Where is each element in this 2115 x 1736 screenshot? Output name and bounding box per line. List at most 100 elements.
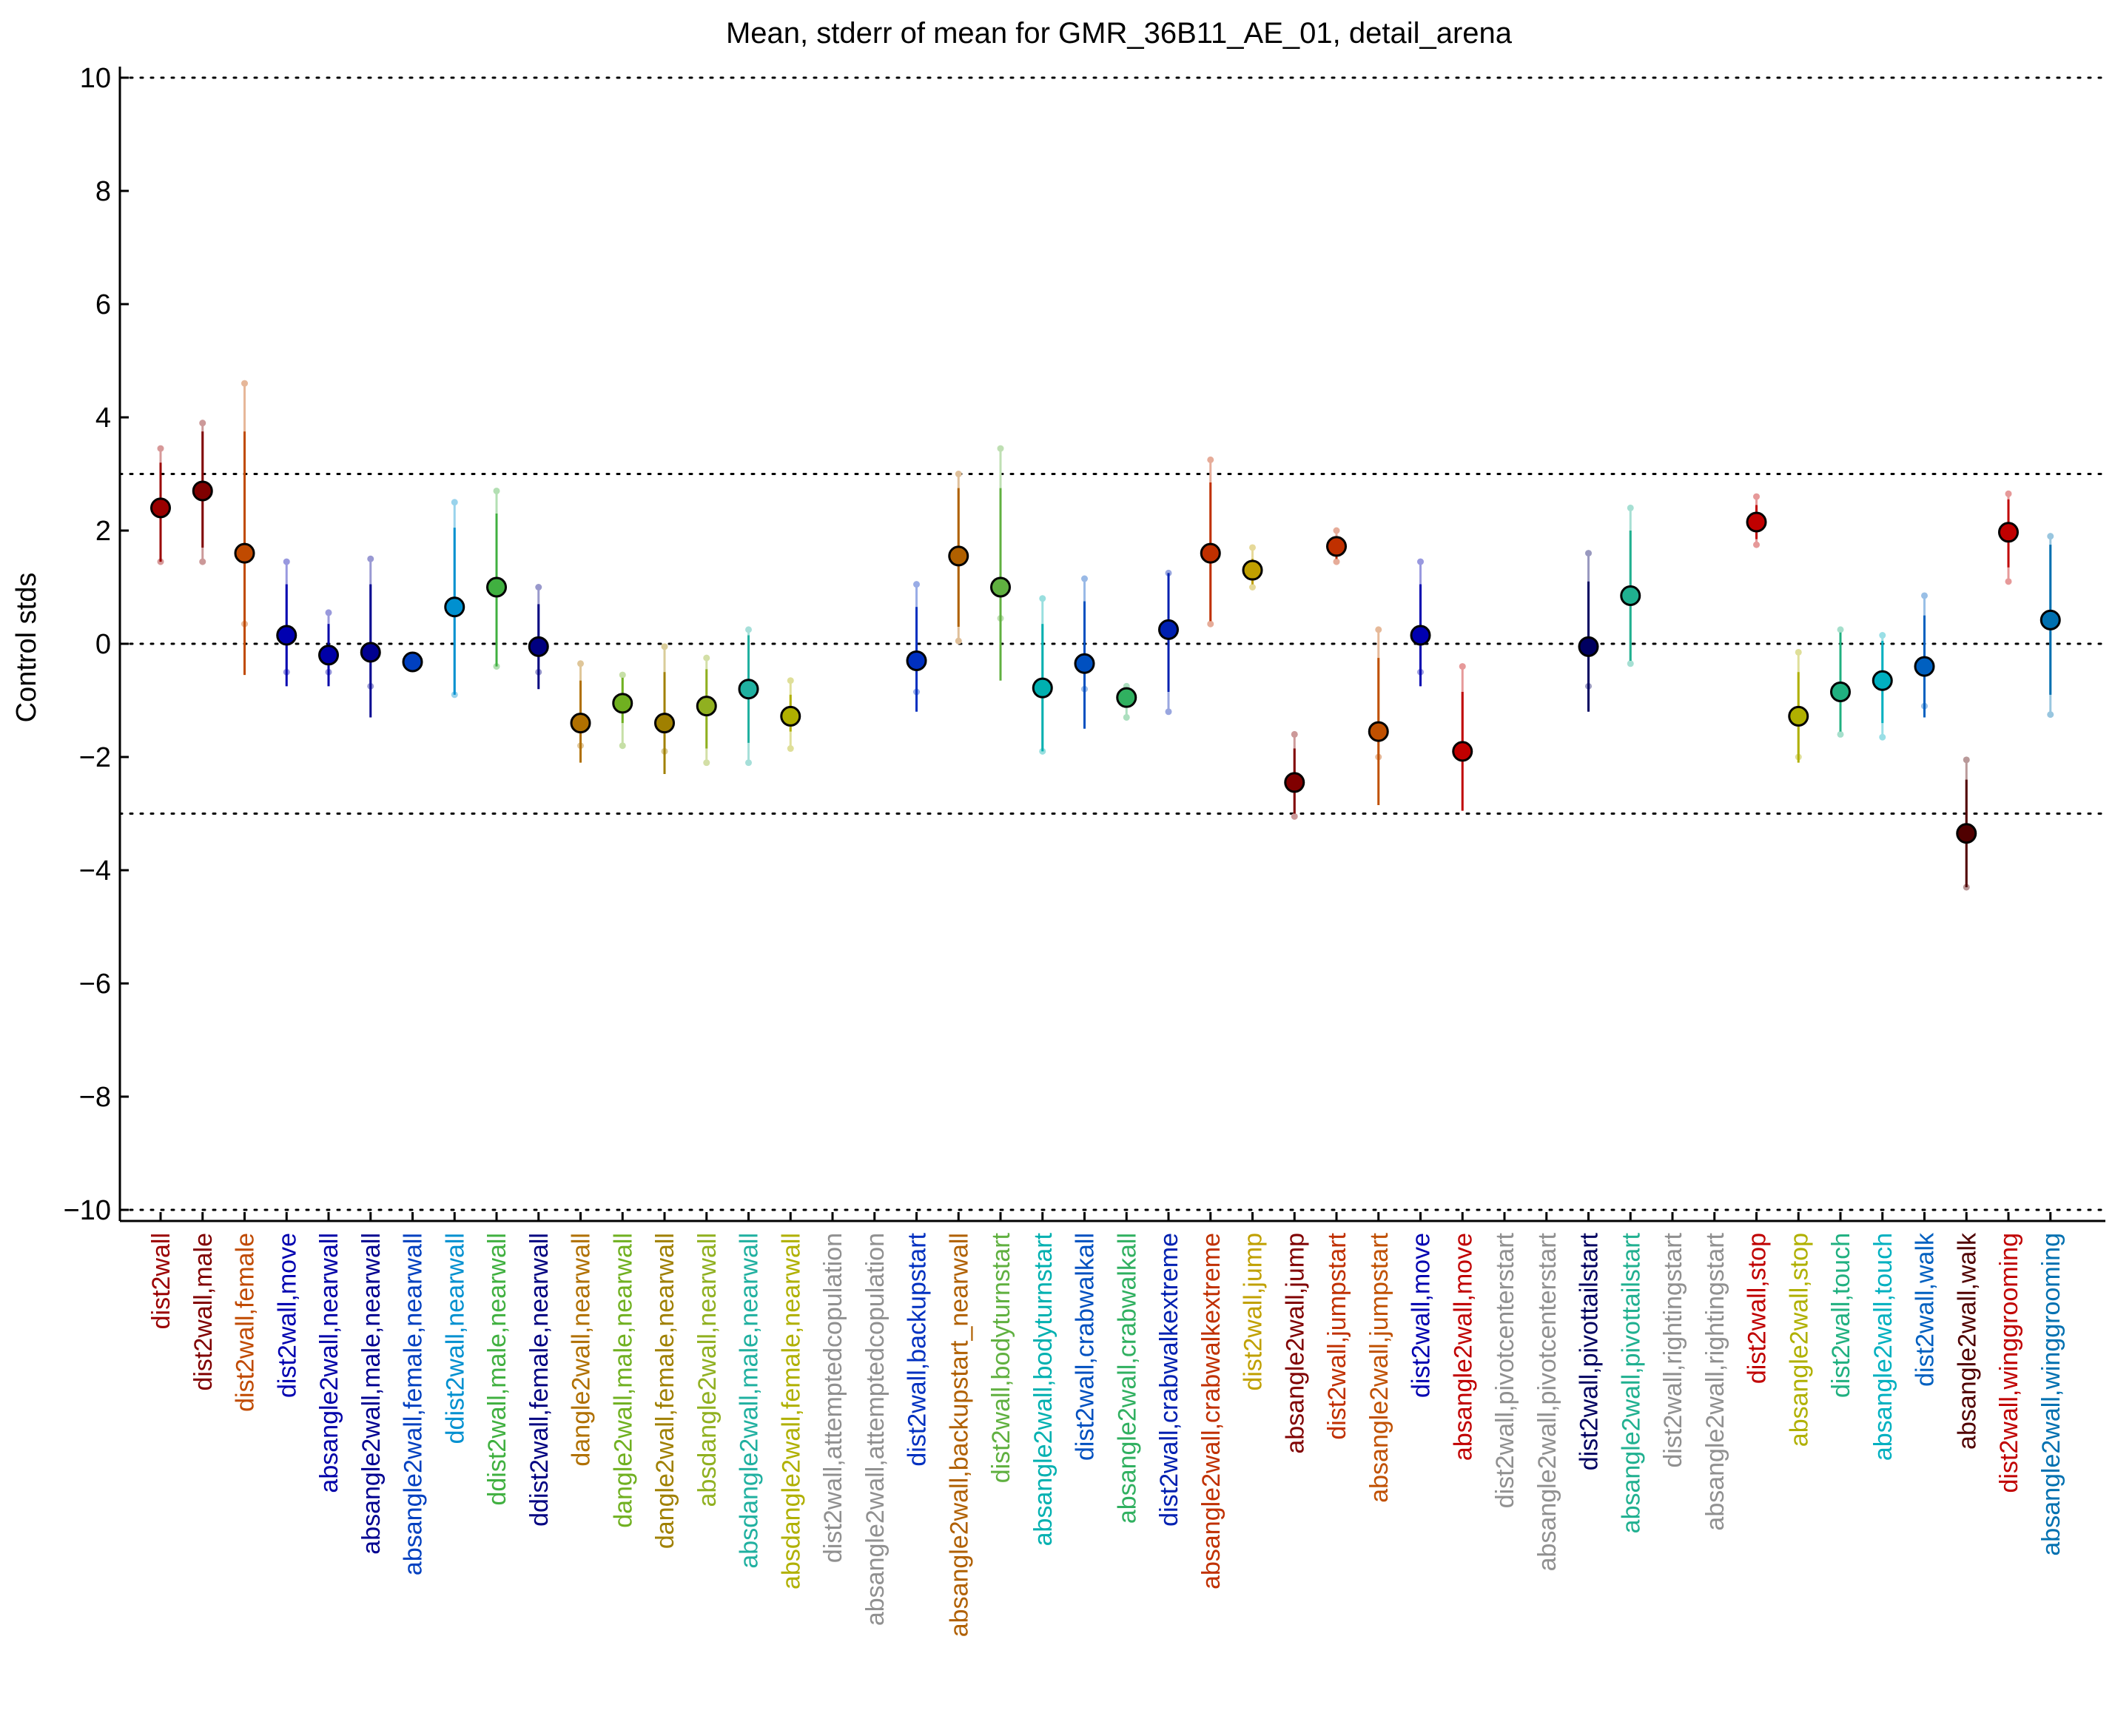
x-tick-label: dangle2wall,male,nearwall — [609, 1233, 637, 1528]
data-point-group — [1872, 632, 1893, 741]
mean-marker — [1452, 741, 1473, 762]
range-end-dot — [2005, 578, 2012, 585]
x-tick-label: absangle2wall,nearwall — [315, 1233, 343, 1493]
mean-marker — [1200, 542, 1221, 564]
y-tick-label: 0 — [95, 629, 111, 660]
reference-lines — [118, 76, 2107, 1211]
x-tick-label: absangle2wall,touch — [1869, 1233, 1897, 1461]
range-end-dot — [157, 445, 164, 452]
mean-marker — [1788, 705, 1809, 727]
y-tick-label: 10 — [80, 63, 111, 94]
range-end-dot — [955, 637, 962, 645]
range-end-dot — [199, 558, 206, 565]
range-end-dot — [1921, 592, 1928, 599]
x-tick-label: dist2wall,crabwalkextreme — [1155, 1233, 1183, 1527]
mean-marker — [444, 596, 465, 618]
data-point-group — [1914, 592, 1935, 718]
chart-title: Mean, stderr of mean for GMR_36B11_AE_01… — [726, 17, 1513, 50]
data-point-group — [1452, 663, 1473, 811]
data-point-group — [276, 558, 297, 687]
mean-marker — [1578, 636, 1599, 657]
data-point-group — [2040, 533, 2061, 719]
data-point-group — [528, 584, 549, 690]
data-point-group — [612, 671, 633, 750]
y-tick-label: −2 — [79, 742, 111, 773]
y-tick-label: −6 — [79, 969, 111, 1000]
data-point-group — [1242, 544, 1263, 591]
x-tick-label: absangle2wall,pivotcenterstart — [1533, 1232, 1561, 1571]
x-tick-label: absangle2wall,move — [1449, 1233, 1477, 1461]
x-tick-label: absdangle2wall,male,nearwall — [736, 1233, 764, 1569]
range-end-dot — [997, 445, 1004, 452]
range-end-dot — [1795, 648, 1802, 656]
mean-marker — [570, 713, 591, 734]
mean-marker — [1158, 619, 1179, 640]
mean-marker — [696, 696, 717, 717]
x-tick-label: absangle2wall,pivottailstart — [1617, 1232, 1645, 1533]
x-tick-label: absangle2wall,jump — [1281, 1233, 1309, 1454]
range-end-dot — [745, 759, 752, 767]
range-end-dot — [493, 487, 500, 494]
data-point-group — [1830, 626, 1851, 738]
mean-marker — [990, 576, 1011, 598]
range-end-dot — [619, 671, 626, 679]
range-end-dot — [1207, 456, 1214, 463]
data-point-group — [192, 420, 213, 565]
range-end-dot — [577, 660, 584, 667]
range-end-dot — [1879, 632, 1886, 639]
mean-marker — [318, 645, 339, 666]
range-end-dot — [703, 654, 710, 662]
x-tick-label: absdangle2wall,female,nearwall — [777, 1233, 805, 1589]
data-point-group — [1116, 682, 1137, 721]
x-tick-label: dist2wall,stop — [1744, 1233, 1772, 1384]
mean-marker — [2040, 609, 2061, 630]
range-end-dot — [1627, 660, 1634, 667]
range-end-dot — [1879, 733, 1886, 741]
range-end-dot — [1627, 504, 1634, 511]
x-tick-label: ddist2wall,male,nearwall — [483, 1233, 511, 1506]
mean-marker — [1956, 823, 1977, 844]
data-point-group — [234, 380, 255, 676]
x-tick-label: absangle2wall,walk — [1953, 1232, 1981, 1450]
range-end-dot — [1039, 595, 1046, 602]
mean-marker — [1914, 656, 1935, 677]
data-point-group — [1326, 527, 1347, 565]
data-point-group — [1032, 595, 1053, 755]
x-tick-label: dangle2wall,female,nearwall — [651, 1233, 679, 1549]
mean-marker — [234, 542, 255, 564]
data-point-group — [1998, 490, 2019, 585]
data-point-group — [1746, 493, 1767, 548]
range-end-dot — [1333, 527, 1340, 534]
range-end-dot — [1165, 708, 1172, 716]
mean-marker — [528, 636, 549, 657]
mean-marker — [1746, 511, 1767, 533]
x-tick-label: dangle2wall,nearwall — [568, 1233, 596, 1467]
x-tick-label: dist2wall,pivotcenterstart — [1491, 1232, 1519, 1508]
x-tick-label: absangle2wall,jumpstart — [1365, 1232, 1393, 1502]
data-point-group — [1074, 575, 1095, 729]
data-point-group — [150, 445, 171, 565]
data-point-group — [696, 654, 717, 767]
range-end-dot — [955, 471, 962, 477]
x-tick-labels: dist2wall dist2wall,male dist2wall,female d… — [147, 1212, 2065, 1637]
range-end-dot — [787, 745, 794, 753]
range-end-dot — [1375, 626, 1382, 633]
x-tick-label: absdangle2wall,nearwall — [693, 1233, 722, 1507]
x-tick-label: dist2wall,winggrooming — [1995, 1233, 2023, 1493]
range-end-dot — [1081, 575, 1088, 582]
range-end-dot — [1753, 493, 1760, 500]
range-end-dot — [2005, 490, 2012, 497]
data-point-group — [318, 609, 339, 687]
range-end-dot — [325, 609, 332, 616]
range-end-dot — [1333, 558, 1340, 565]
mean-marker — [1074, 653, 1095, 674]
data-point-group — [1788, 648, 1809, 763]
x-tick-label: absangle2wall,male,nearwall — [357, 1233, 386, 1555]
mean-marker — [1284, 772, 1305, 793]
mean-marker — [612, 693, 633, 714]
mean-marker — [1872, 670, 1893, 691]
range-end-dot — [199, 420, 206, 427]
data-point-group — [1368, 626, 1389, 806]
x-tick-label: ddist2wall,nearwall — [441, 1233, 469, 1444]
range-end-dot — [535, 584, 542, 591]
